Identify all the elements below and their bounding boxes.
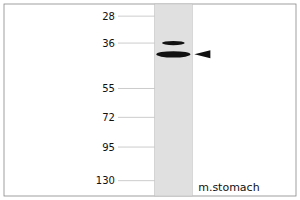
- tick-line: [118, 16, 154, 17]
- tick-label: 95: [102, 142, 115, 153]
- band: [156, 51, 190, 57]
- band: [162, 41, 185, 45]
- tick-line: [118, 180, 154, 181]
- tick-label: 130: [96, 175, 115, 186]
- tick-line: [118, 43, 154, 44]
- bands: [156, 41, 210, 58]
- lane-label: m.stomach: [198, 181, 259, 194]
- tick-label: 28: [102, 11, 115, 22]
- tick-label: 36: [102, 38, 115, 49]
- tick-label: 55: [102, 83, 115, 94]
- band-arrow: [194, 50, 210, 58]
- chart: 130 95 72 55 36 28 m.stomach: [0, 0, 300, 200]
- lane: [154, 4, 192, 196]
- plot-frame: [4, 4, 296, 196]
- tick-line: [118, 147, 154, 148]
- tick-line: [118, 88, 154, 89]
- tick-line: [118, 117, 154, 118]
- tick-label: 72: [102, 112, 115, 123]
